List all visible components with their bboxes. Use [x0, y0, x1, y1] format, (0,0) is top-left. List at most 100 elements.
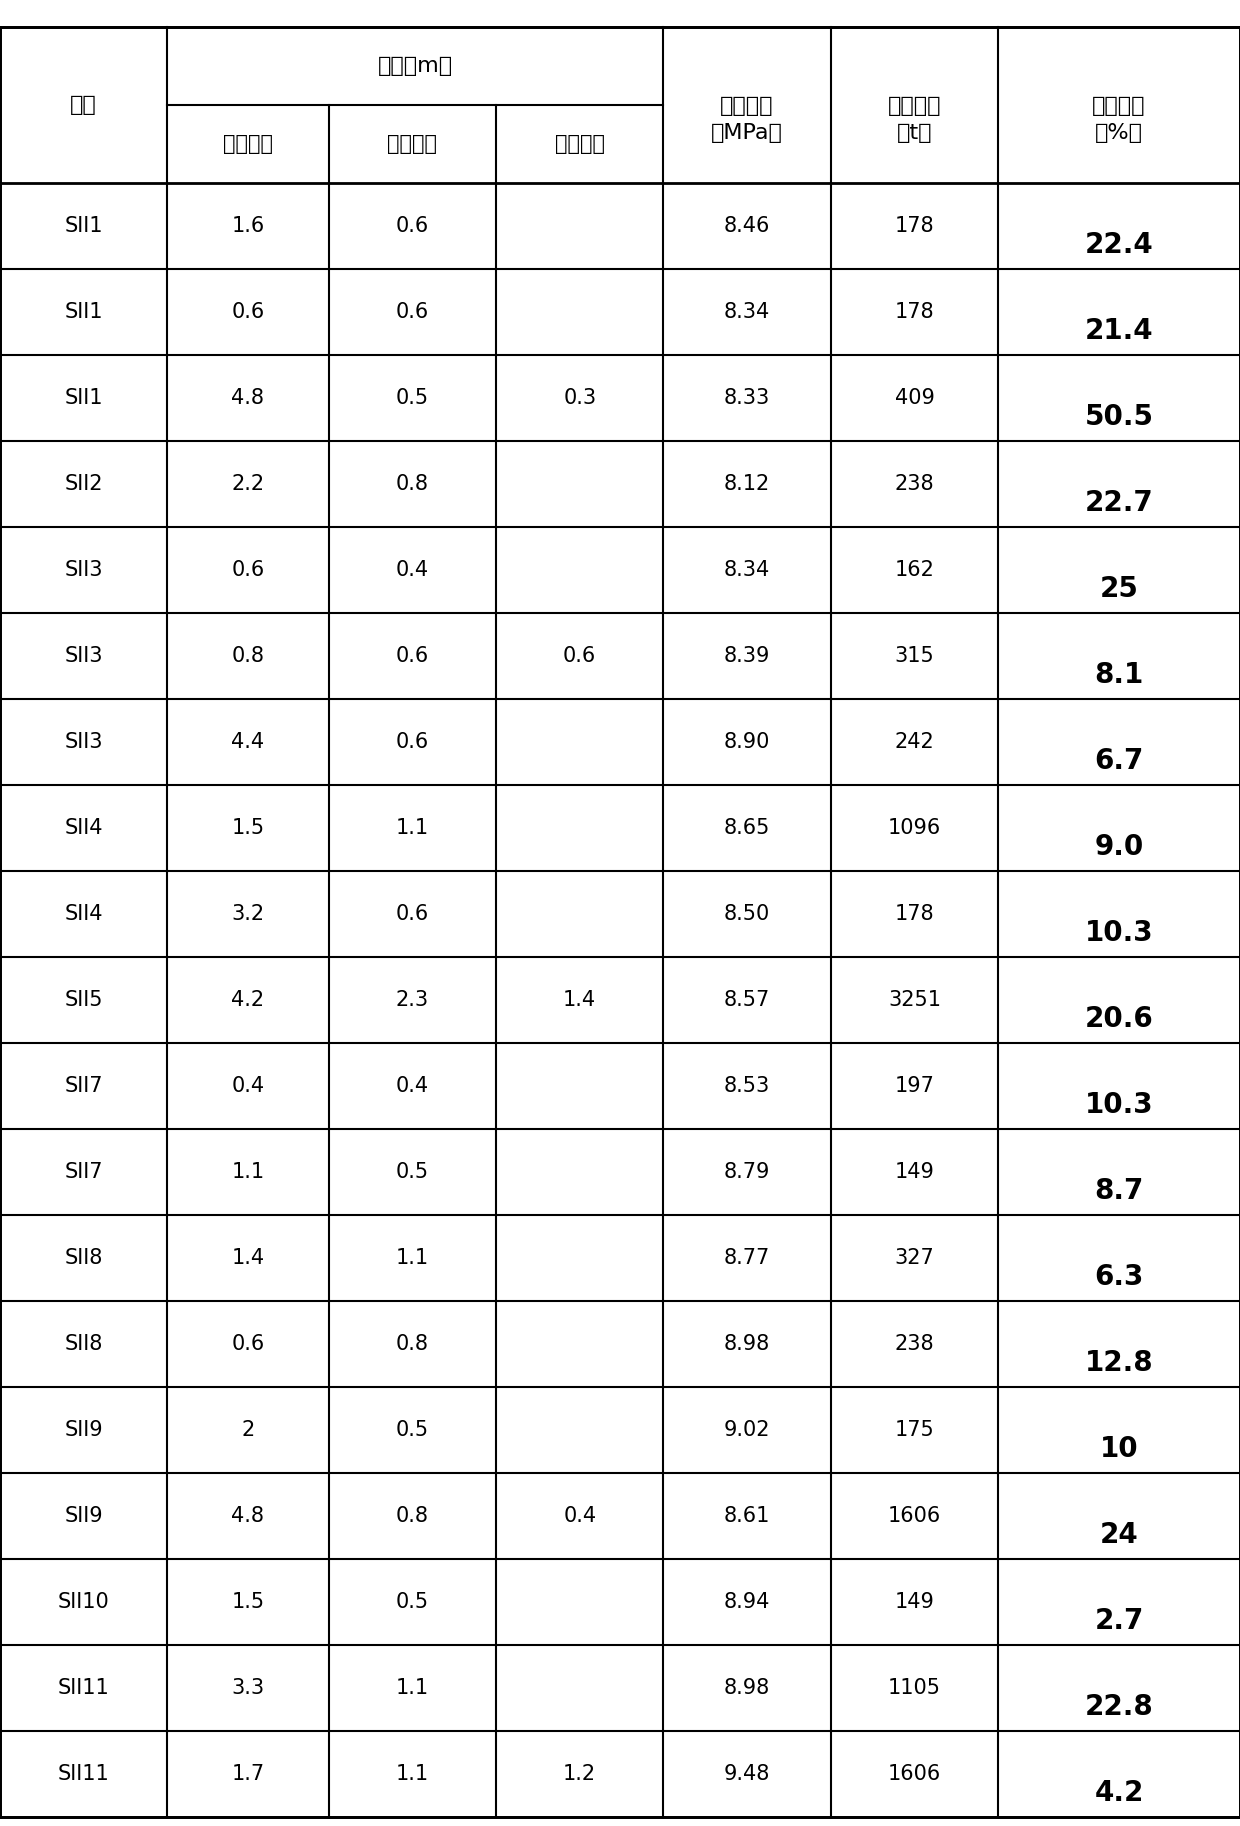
Text: 22.4: 22.4: [1085, 230, 1153, 259]
Text: 50.5: 50.5: [1085, 402, 1153, 431]
Text: 10.3: 10.3: [1085, 918, 1153, 946]
Text: 0.4: 0.4: [232, 1076, 264, 1096]
Text: 162: 162: [894, 559, 935, 579]
Text: 8.53: 8.53: [724, 1076, 770, 1096]
Text: 0.6: 0.6: [396, 301, 429, 321]
Text: 1.1: 1.1: [396, 818, 429, 838]
Text: 8.33: 8.33: [724, 387, 770, 407]
Text: 8.39: 8.39: [724, 646, 770, 666]
Text: 315: 315: [894, 646, 935, 666]
Text: SII8: SII8: [64, 1247, 103, 1267]
Text: 厚度（m）: 厚度（m）: [378, 57, 453, 77]
Text: SII7: SII7: [64, 1076, 103, 1096]
Text: 9.02: 9.02: [724, 1421, 770, 1441]
Text: 0.5: 0.5: [396, 387, 429, 407]
Text: 有效厚度: 有效厚度: [554, 133, 605, 153]
Text: 0.8: 0.8: [396, 1333, 429, 1353]
Text: 4.8: 4.8: [232, 1506, 264, 1527]
Text: 4.2: 4.2: [232, 990, 264, 1010]
Text: 0.4: 0.4: [396, 1076, 429, 1096]
Text: 8.90: 8.90: [724, 732, 770, 752]
Text: SII4: SII4: [64, 904, 103, 924]
Text: 8.65: 8.65: [724, 818, 770, 838]
Text: 8.94: 8.94: [724, 1592, 770, 1612]
Text: 0.5: 0.5: [396, 1421, 429, 1441]
Text: 1.5: 1.5: [232, 818, 264, 838]
Text: 0.5: 0.5: [396, 1161, 429, 1181]
Text: 2.7: 2.7: [1095, 1607, 1143, 1634]
Text: 2.2: 2.2: [232, 473, 264, 493]
Text: 4.8: 4.8: [232, 387, 264, 407]
Text: 238: 238: [895, 473, 934, 493]
Text: 1.1: 1.1: [396, 1678, 429, 1698]
Text: 1096: 1096: [888, 818, 941, 838]
Text: 9.0: 9.0: [1095, 833, 1143, 860]
Text: 1.6: 1.6: [232, 215, 264, 236]
Text: 6.3: 6.3: [1095, 1264, 1143, 1291]
Text: 地层压力
（MPa）: 地层压力 （MPa）: [712, 97, 782, 142]
Text: 149: 149: [894, 1592, 935, 1612]
Text: 采出程度
（%）: 采出程度 （%）: [1092, 97, 1146, 142]
Text: 0.6: 0.6: [232, 1333, 264, 1353]
Text: 地质储量
（t）: 地质储量 （t）: [888, 97, 941, 142]
Text: 0.8: 0.8: [396, 473, 429, 493]
Text: 8.79: 8.79: [724, 1161, 770, 1181]
Text: 砂岩厚度: 砂岩厚度: [387, 133, 438, 153]
Text: 1.7: 1.7: [232, 1764, 264, 1784]
Text: 0.6: 0.6: [232, 559, 264, 579]
Text: 4.2: 4.2: [1095, 1779, 1143, 1806]
Text: 8.50: 8.50: [724, 904, 770, 924]
Text: 0.8: 0.8: [396, 1506, 429, 1527]
Text: 8.77: 8.77: [724, 1247, 770, 1267]
Text: 3.2: 3.2: [232, 904, 264, 924]
Text: 0.4: 0.4: [563, 1506, 596, 1527]
Text: 2: 2: [242, 1421, 254, 1441]
Text: SII3: SII3: [64, 559, 103, 579]
Text: 24: 24: [1100, 1521, 1138, 1548]
Text: 0.6: 0.6: [396, 215, 429, 236]
Text: 1.2: 1.2: [563, 1764, 596, 1784]
Text: 1.1: 1.1: [396, 1247, 429, 1267]
Text: 8.34: 8.34: [724, 301, 770, 321]
Text: 10.3: 10.3: [1085, 1090, 1153, 1119]
Text: 0.6: 0.6: [563, 646, 596, 666]
Text: 3251: 3251: [888, 990, 941, 1010]
Text: SII3: SII3: [64, 732, 103, 752]
Text: 0.8: 0.8: [232, 646, 264, 666]
Text: SII1: SII1: [64, 215, 103, 236]
Text: 0.6: 0.6: [232, 301, 264, 321]
Text: SII8: SII8: [64, 1333, 103, 1353]
Text: 8.1: 8.1: [1095, 661, 1143, 688]
Text: 238: 238: [895, 1333, 934, 1353]
Text: 20.6: 20.6: [1085, 1004, 1153, 1034]
Text: SII9: SII9: [64, 1506, 103, 1527]
Text: 178: 178: [895, 301, 934, 321]
Text: SII5: SII5: [64, 990, 103, 1010]
Text: 197: 197: [894, 1076, 935, 1096]
Text: SII1: SII1: [64, 301, 103, 321]
Text: 8.7: 8.7: [1095, 1176, 1143, 1205]
Text: 8.46: 8.46: [724, 215, 770, 236]
Text: 178: 178: [895, 904, 934, 924]
Text: 8.61: 8.61: [724, 1506, 770, 1527]
Text: SII4: SII4: [64, 818, 103, 838]
Text: 409: 409: [894, 387, 935, 407]
Text: 242: 242: [894, 732, 935, 752]
Text: SII7: SII7: [64, 1161, 103, 1181]
Text: 0.5: 0.5: [396, 1592, 429, 1612]
Text: 0.3: 0.3: [563, 387, 596, 407]
Text: 25: 25: [1100, 575, 1138, 603]
Text: 1606: 1606: [888, 1764, 941, 1784]
Text: SII2: SII2: [64, 473, 103, 493]
Text: SII9: SII9: [64, 1421, 103, 1441]
Text: 0.6: 0.6: [396, 732, 429, 752]
Text: 1105: 1105: [888, 1678, 941, 1698]
Text: 2.3: 2.3: [396, 990, 429, 1010]
Text: 21.4: 21.4: [1085, 316, 1153, 345]
Text: SII10: SII10: [58, 1592, 109, 1612]
Text: 9.48: 9.48: [724, 1764, 770, 1784]
Text: 1.4: 1.4: [563, 990, 596, 1010]
Text: 327: 327: [894, 1247, 935, 1267]
Text: 8.12: 8.12: [724, 473, 770, 493]
Text: 175: 175: [894, 1421, 935, 1441]
